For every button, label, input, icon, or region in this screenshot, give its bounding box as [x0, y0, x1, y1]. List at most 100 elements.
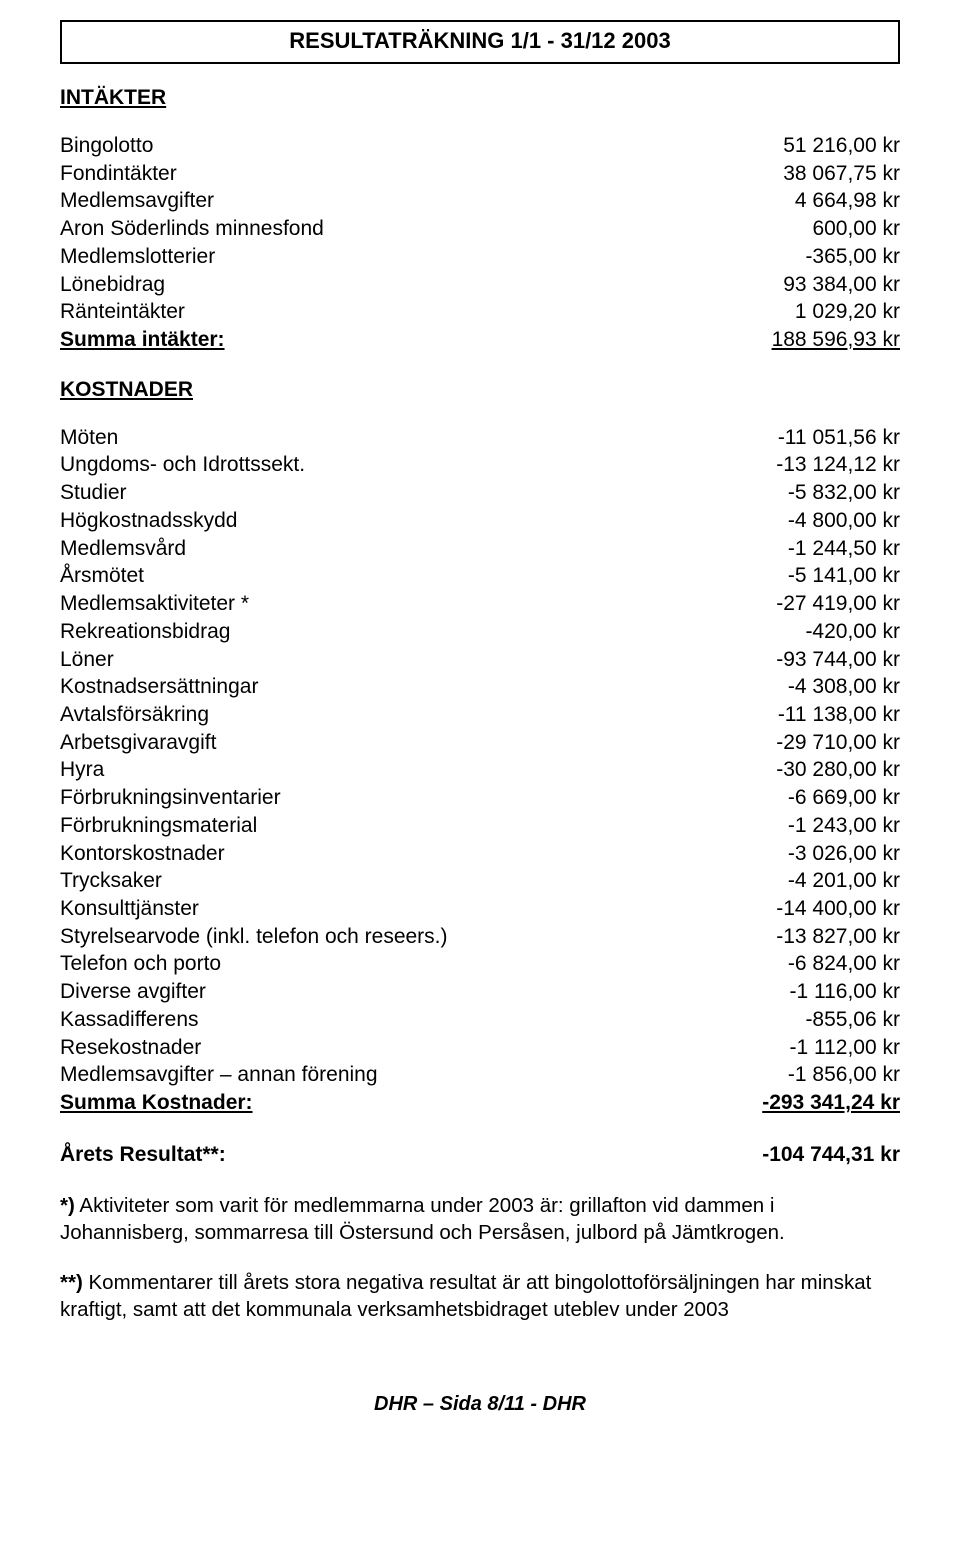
intakter-sum-row: Summa intäkter: 188 596,93 kr [60, 326, 900, 354]
intakter-row: Medlemsavgifter 4 664,98 kr [60, 187, 900, 215]
kostnader-value: -4 308,00 kr [788, 673, 900, 701]
kostnader-label: Löner [60, 646, 114, 674]
kostnader-value: -29 710,00 kr [776, 729, 900, 757]
intakter-value: 600,00 kr [812, 215, 900, 243]
document-page: RESULTATRÄKNING 1/1 - 31/12 2003 INTÄKTE… [0, 0, 960, 1436]
kostnader-row: Årsmötet -5 141,00 kr [60, 562, 900, 590]
intakter-label: Aron Söderlinds minnesfond [60, 215, 324, 243]
kostnader-value: -30 280,00 kr [776, 756, 900, 784]
note-1: *) Aktiviteter som varit för medlemmarna… [60, 1192, 900, 1246]
kostnader-value: -27 419,00 kr [776, 590, 900, 618]
kostnader-value: -1 112,00 kr [789, 1034, 900, 1062]
kostnader-value: -855,06 kr [805, 1006, 900, 1034]
kostnader-label: Telefon och porto [60, 950, 221, 978]
intakter-label: Medlemslotterier [60, 243, 215, 271]
kostnader-row: Resekostnader -1 112,00 kr [60, 1034, 900, 1062]
kostnader-row: Kontorskostnader -3 026,00 kr [60, 840, 900, 868]
kostnader-row: Kassadifferens -855,06 kr [60, 1006, 900, 1034]
kostnader-row: Arbetsgivaravgift -29 710,00 kr [60, 729, 900, 757]
kostnader-value: -13 827,00 kr [776, 923, 900, 951]
intakter-value: 38 067,75 kr [783, 160, 900, 188]
intakter-sum-value: 188 596,93 kr [772, 326, 900, 354]
kostnader-row: Diverse avgifter-1 116,00 kr [60, 978, 900, 1006]
kostnader-value: -5 141,00 kr [788, 562, 900, 590]
intakter-label: Fondintäkter [60, 160, 177, 188]
intakter-row: Medlemslotterier -365,00 kr [60, 243, 900, 271]
kostnader-label: Möten [60, 424, 118, 452]
kostnader-row: Styrelsearvode (inkl. telefon och reseer… [60, 923, 900, 951]
intakter-label: Lönebidrag [60, 271, 165, 299]
kostnader-row: Medlemsvård-1 244,50 kr [60, 535, 900, 563]
kostnader-label: Årsmötet [60, 562, 144, 590]
title-box: RESULTATRÄKNING 1/1 - 31/12 2003 [60, 20, 900, 64]
intakter-value: 51 216,00 kr [783, 132, 900, 160]
kostnader-row: Hyra -30 280,00 kr [60, 756, 900, 784]
kostnader-label: Medlemsaktiviteter * [60, 590, 249, 618]
intakter-row: Aron Söderlinds minnesfond 600,00 kr [60, 215, 900, 243]
kostnader-row: Möten -11 051,56 kr [60, 424, 900, 452]
kostnader-row: Studier -5 832,00 kr [60, 479, 900, 507]
kostnader-label: Konsulttjänster [60, 895, 199, 923]
kostnader-rows: Möten -11 051,56 kr Ungdoms- och Idrottsse… [60, 424, 900, 1089]
result-value: -104 744,31 kr [762, 1141, 900, 1169]
kostnader-value: -1 856,00 kr [788, 1061, 900, 1089]
kostnader-value: -4 201,00 kr [788, 867, 900, 895]
kostnader-value: -4 800,00 kr [788, 507, 900, 535]
kostnader-sum-label: Summa Kostnader: [60, 1089, 253, 1117]
kostnader-label: Förbrukningsmaterial [60, 812, 257, 840]
kostnader-label: Styrelsearvode (inkl. telefon och reseer… [60, 923, 448, 951]
intakter-row: Ränteintäkter 1 029,20 kr [60, 298, 900, 326]
intakter-heading: INTÄKTER [60, 86, 900, 110]
kostnader-value: -3 026,00 kr [788, 840, 900, 868]
page-footer: DHR – Sida 8/11 - DHR [60, 1393, 900, 1416]
kostnader-label: Studier [60, 479, 127, 507]
kostnader-row: Telefon och porto-6 824,00 kr [60, 950, 900, 978]
kostnader-label: Rekreationsbidrag [60, 618, 230, 646]
kostnader-row: Förbrukningsinventarier-6 669,00 kr [60, 784, 900, 812]
kostnader-label: Kostnadsersättningar [60, 673, 258, 701]
intakter-value: -365,00 kr [805, 243, 900, 271]
kostnader-label: Ungdoms- och Idrottssekt. [60, 451, 305, 479]
kostnader-row: Högkostnadsskydd -4 800,00 kr [60, 507, 900, 535]
intakter-rows: Bingolotto 51 216,00 kr Fondintäkter 38 067… [60, 132, 900, 326]
intakter-value: 4 664,98 kr [795, 187, 900, 215]
kostnader-value: -1 243,00 kr [788, 812, 900, 840]
note-2: **) Kommentarer till årets stora negativ… [60, 1269, 900, 1323]
kostnader-row: Medlemsaktiviteter * -27 419,00 kr [60, 590, 900, 618]
kostnader-sum-row: Summa Kostnader: -293 341,24 kr [60, 1089, 900, 1117]
kostnader-row: Löner -93 744,00 kr [60, 646, 900, 674]
kostnader-label: Högkostnadsskydd [60, 507, 237, 535]
kostnader-row: Medlemsavgifter – annan förening-1 856,0… [60, 1061, 900, 1089]
kostnader-row: Rekreationsbidrag -420,00 kr [60, 618, 900, 646]
kostnader-value: -14 400,00 kr [776, 895, 900, 923]
kostnader-value: -13 124,12 kr [776, 451, 900, 479]
kostnader-value: -93 744,00 kr [776, 646, 900, 674]
kostnader-row: Konsulttjänster -14 400,00 kr [60, 895, 900, 923]
kostnader-value: -11 138,00 kr [778, 701, 900, 729]
document-title: RESULTATRÄKNING 1/1 - 31/12 2003 [289, 28, 670, 53]
kostnader-label: Trycksaker [60, 867, 162, 895]
kostnader-label: Kassadifferens [60, 1006, 199, 1034]
intakter-sum-label: Summa intäkter: [60, 326, 225, 354]
note-1-text: Aktiviteter som varit för medlemmarna un… [60, 1194, 785, 1244]
intakter-value: 93 384,00 kr [783, 271, 900, 299]
kostnader-row: Avtalsförsäkring -11 138,00 kr [60, 701, 900, 729]
kostnader-label: Resekostnader [60, 1034, 201, 1062]
kostnader-heading: KOSTNADER [60, 378, 900, 402]
intakter-label: Medlemsavgifter [60, 187, 214, 215]
kostnader-row: Trycksaker -4 201,00 kr [60, 867, 900, 895]
notes-section: *) Aktiviteter som varit för medlemmarna… [60, 1192, 900, 1322]
intakter-label: Ränteintäkter [60, 298, 185, 326]
kostnader-value: -420,00 kr [805, 618, 900, 646]
intakter-value: 1 029,20 kr [795, 298, 900, 326]
kostnader-label: Kontorskostnader [60, 840, 225, 868]
kostnader-label: Hyra [60, 756, 104, 784]
intakter-row: Fondintäkter 38 067,75 kr [60, 160, 900, 188]
intakter-label: Bingolotto [60, 132, 153, 160]
kostnader-label: Arbetsgivaravgift [60, 729, 216, 757]
kostnader-label: Avtalsförsäkring [60, 701, 209, 729]
kostnader-value: -5 832,00 kr [788, 479, 900, 507]
intakter-row: Bingolotto 51 216,00 kr [60, 132, 900, 160]
kostnader-value: -11 051,56 kr [778, 424, 900, 452]
kostnader-row: Förbrukningsmaterial -1 243,00 kr [60, 812, 900, 840]
